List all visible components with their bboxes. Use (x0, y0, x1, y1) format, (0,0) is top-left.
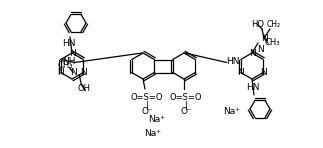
Text: HN: HN (62, 38, 76, 48)
Text: NH: NH (62, 57, 76, 66)
Text: CH₃: CH₃ (57, 61, 73, 70)
Text: N: N (257, 45, 263, 53)
Text: N: N (80, 68, 87, 77)
Text: N: N (260, 68, 266, 77)
Text: O⁻: O⁻ (141, 107, 153, 115)
Text: N: N (261, 33, 267, 42)
Text: HN: HN (226, 57, 239, 66)
Text: HN: HN (246, 83, 260, 92)
Text: N: N (249, 49, 255, 58)
Text: |: | (184, 100, 187, 110)
Text: Na⁺: Na⁺ (144, 130, 162, 139)
Text: N: N (70, 68, 77, 77)
Text: |: | (145, 100, 149, 110)
Text: Na⁺: Na⁺ (224, 107, 241, 116)
Text: N: N (57, 68, 64, 77)
Text: CH₂: CH₂ (267, 20, 281, 29)
Text: CH₃: CH₃ (264, 37, 280, 46)
Text: N: N (237, 68, 244, 77)
Text: OH: OH (78, 84, 91, 93)
Text: N: N (68, 49, 75, 58)
Text: HO: HO (252, 20, 265, 29)
Text: O=S=O: O=S=O (131, 92, 163, 102)
Text: O=S=O: O=S=O (170, 92, 202, 102)
Text: O⁻: O⁻ (180, 107, 192, 115)
Text: Na⁺: Na⁺ (149, 115, 165, 123)
